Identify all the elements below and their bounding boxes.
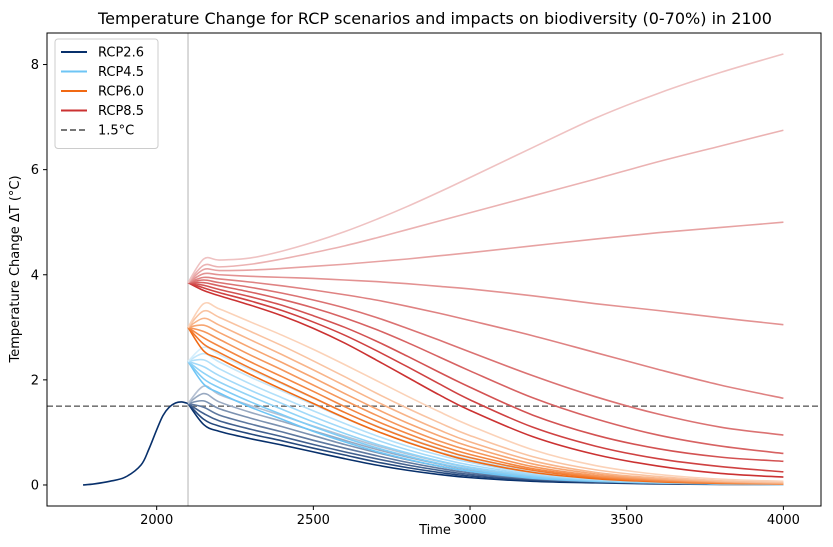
chart-title: Temperature Change for RCP scenarios and… bbox=[97, 9, 772, 28]
series-line bbox=[187, 326, 784, 485]
series-line bbox=[187, 324, 784, 485]
y-tick-label: 2 bbox=[31, 373, 39, 388]
legend-label: RCP4.5 bbox=[98, 65, 144, 80]
y-axis: 0 2 4 6 8 bbox=[31, 58, 47, 493]
series-line bbox=[187, 326, 784, 485]
series-line bbox=[188, 281, 784, 455]
series-line bbox=[187, 279, 784, 436]
series-line bbox=[187, 309, 784, 484]
legend-label: RCP8.5 bbox=[98, 104, 144, 119]
x-tick-label: 3500 bbox=[610, 513, 643, 528]
series-line bbox=[187, 221, 784, 284]
x-tick-label: 3000 bbox=[453, 513, 486, 528]
series-line bbox=[187, 317, 784, 484]
series-line bbox=[187, 272, 784, 326]
plot-frame bbox=[46, 32, 822, 507]
series-line bbox=[187, 281, 784, 473]
y-axis-label: Temperature Change ΔT (°C) bbox=[8, 175, 23, 363]
series-line bbox=[187, 276, 784, 400]
series-line bbox=[187, 53, 784, 284]
series-line bbox=[187, 281, 784, 478]
historical-line bbox=[82, 401, 189, 486]
y-tick-label: 4 bbox=[31, 268, 39, 283]
series-rcp8-5 bbox=[187, 53, 784, 478]
legend-label: RCP6.0 bbox=[98, 85, 144, 100]
y-tick-label: 8 bbox=[31, 58, 39, 73]
x-tick-label: 2000 bbox=[140, 513, 173, 528]
y-tick-label: 0 bbox=[31, 478, 39, 493]
x-tick-label: 4000 bbox=[767, 513, 800, 528]
x-axis: 2000 2500 3000 3500 4000 bbox=[140, 506, 800, 528]
series-line bbox=[187, 281, 784, 463]
series-line bbox=[187, 326, 784, 485]
legend-box bbox=[54, 38, 159, 149]
legend: RCP2.6 RCP4.5 RCP6.0 RCP8.5 1.5°C bbox=[54, 38, 159, 149]
legend-label: 1.5°C bbox=[98, 124, 134, 139]
x-axis-label: Time bbox=[418, 523, 451, 538]
y-tick-label: 6 bbox=[31, 163, 39, 178]
x-tick-label: 2500 bbox=[297, 513, 330, 528]
series-line bbox=[187, 301, 784, 483]
series-rcp6-0 bbox=[187, 301, 784, 485]
legend-label: RCP2.6 bbox=[98, 46, 144, 61]
series-line bbox=[187, 129, 784, 284]
plot-area bbox=[47, 33, 821, 506]
